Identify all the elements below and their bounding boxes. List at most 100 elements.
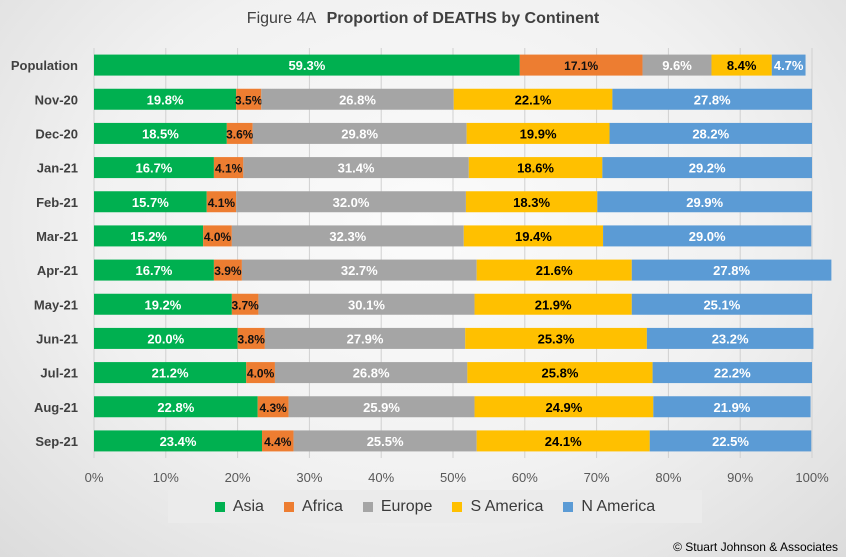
legend-swatch xyxy=(362,501,373,512)
data-label: 3.9% xyxy=(214,264,242,278)
bar-segment xyxy=(264,327,466,349)
data-label: 21.9% xyxy=(535,297,572,312)
data-label: 30.1% xyxy=(348,297,385,312)
data-label: 8.4% xyxy=(727,58,757,73)
bar-segment xyxy=(94,225,204,247)
legend-item: Europe xyxy=(362,498,432,516)
chart-title-main: Proportion of DEATHS by Continent xyxy=(326,10,600,27)
chart-title: Figure 4A Proportion of DEATHS by Contin… xyxy=(0,10,846,28)
data-label: 4.1% xyxy=(208,196,236,210)
bar-segment xyxy=(274,362,468,384)
bar-segment xyxy=(293,430,477,452)
bar-segment xyxy=(213,157,244,179)
bar-segment xyxy=(612,88,812,110)
bar-segment xyxy=(261,88,454,110)
legend-item: Africa xyxy=(283,497,343,516)
legend-label: Asia xyxy=(232,497,264,515)
data-label: 4.3% xyxy=(259,401,287,415)
data-label: 25.9% xyxy=(363,400,400,415)
bar-segment xyxy=(231,225,464,247)
data-label: 29.0% xyxy=(689,229,726,244)
bar-segment xyxy=(94,430,263,452)
y-category-label: Dec-20 xyxy=(35,126,78,141)
bar-segment xyxy=(602,157,812,179)
data-label: 15.2% xyxy=(130,229,167,244)
bar-segment xyxy=(231,293,259,315)
x-tick-label: 50% xyxy=(440,470,466,485)
bar-segment xyxy=(519,54,643,76)
data-label: 26.8% xyxy=(353,366,390,381)
data-label: 24.9% xyxy=(545,400,582,415)
legend-item: N America xyxy=(563,498,655,516)
y-category-label: Jan-21 xyxy=(37,161,78,176)
data-label: 21.6% xyxy=(536,263,573,278)
bar-segment xyxy=(252,122,467,144)
bar-segment xyxy=(597,191,812,213)
legend-label: S America xyxy=(470,497,544,515)
bar-segment xyxy=(94,259,214,281)
bar-segment xyxy=(246,362,275,384)
bar-segment xyxy=(609,122,812,144)
legend-label: Africa xyxy=(301,497,343,515)
bar-segment xyxy=(631,293,812,315)
y-category-label: Feb-21 xyxy=(36,195,78,210)
x-tick-label: 80% xyxy=(655,470,681,485)
bar-segment xyxy=(649,430,812,452)
data-label: 25.3% xyxy=(538,331,575,346)
data-label: 22.2% xyxy=(714,366,751,381)
data-label: 25.5% xyxy=(367,434,404,449)
bar-segment xyxy=(474,396,654,418)
legend-swatch xyxy=(214,501,225,512)
bar-segment xyxy=(94,396,258,418)
y-category-label: Aug-21 xyxy=(34,400,78,415)
data-label: 21.2% xyxy=(152,366,189,381)
legend-item: Asia xyxy=(214,497,264,516)
bar-segment xyxy=(213,259,242,281)
data-label: 19.8% xyxy=(147,92,184,107)
bar-segment xyxy=(94,122,227,144)
bar-segment xyxy=(236,191,466,213)
x-tick-label: 90% xyxy=(727,470,753,485)
bar-segment xyxy=(463,225,604,247)
bar-segment xyxy=(258,293,475,315)
legend-item: S America xyxy=(452,498,543,516)
data-label: 4.0% xyxy=(204,230,232,244)
data-label: 32.3% xyxy=(329,229,366,244)
bar-segment xyxy=(465,191,598,213)
bar-segment xyxy=(288,396,475,418)
bar-segment xyxy=(653,396,811,418)
legend-swatch xyxy=(452,501,463,512)
bar-segment xyxy=(474,293,632,315)
data-label: 4.0% xyxy=(247,367,275,381)
data-label: 18.3% xyxy=(513,195,550,210)
data-label: 20.0% xyxy=(147,331,184,346)
bar-segment xyxy=(771,54,806,76)
data-label: 3.6% xyxy=(226,127,254,141)
x-tick-label: 100% xyxy=(795,470,829,485)
data-label: 19.4% xyxy=(515,229,552,244)
bar-segment xyxy=(262,430,294,452)
bar-segment xyxy=(466,122,610,144)
data-label: 25.8% xyxy=(542,366,579,381)
data-label: 3.8% xyxy=(238,332,266,346)
data-label: 9.6% xyxy=(662,58,692,73)
bar-segment xyxy=(468,157,603,179)
data-label: 27.8% xyxy=(713,263,750,278)
data-label: 31.4% xyxy=(338,161,375,176)
data-label: 27.9% xyxy=(347,331,384,346)
bar-segment xyxy=(476,259,632,281)
data-label: 26.8% xyxy=(339,92,376,107)
bar-segment xyxy=(226,122,253,144)
data-label: 3.5% xyxy=(235,93,263,107)
data-label: 19.9% xyxy=(520,126,557,141)
data-label: 17.1% xyxy=(564,59,598,73)
y-category-label: Mar-21 xyxy=(36,229,78,244)
bar-segment xyxy=(642,54,712,76)
y-category-label: Apr-21 xyxy=(37,263,78,278)
x-tick-label: 30% xyxy=(296,470,322,485)
chart-title-prefix: Figure 4A xyxy=(246,10,317,27)
bar-segment xyxy=(236,88,262,110)
data-label: 4.4% xyxy=(264,435,292,449)
data-label: 25.1% xyxy=(703,297,740,312)
bar-segment xyxy=(603,225,812,247)
